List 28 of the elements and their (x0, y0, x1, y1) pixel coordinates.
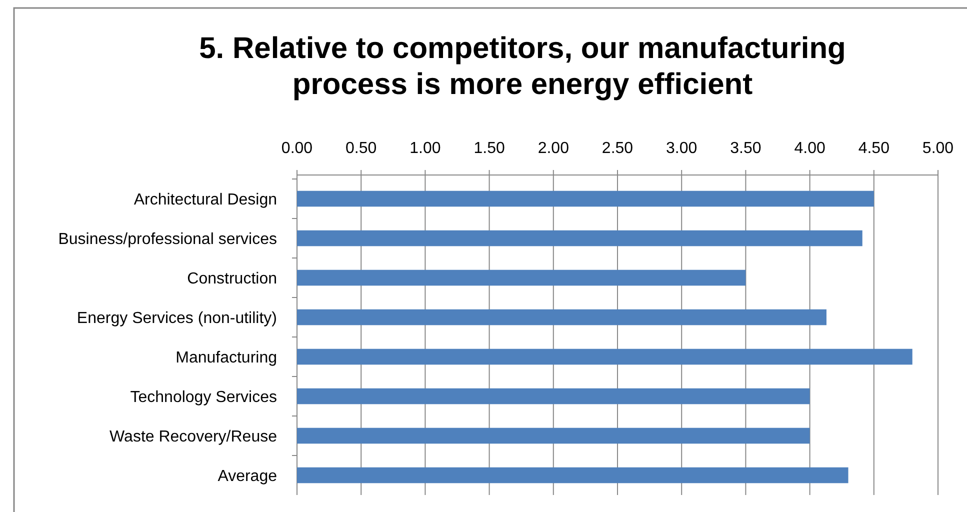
bar (297, 230, 862, 246)
x-tick-label: 0.00 (281, 140, 313, 157)
x-tick-label: 4.00 (794, 140, 826, 157)
bar (297, 388, 810, 404)
bar (297, 428, 810, 444)
bar (297, 190, 874, 207)
y-tick-label: Manufacturing (176, 349, 277, 366)
x-tick-label: 1.00 (410, 140, 441, 157)
x-tick-label: 5.00 (922, 140, 954, 157)
y-tick-label: Technology Services (130, 388, 277, 406)
bar (297, 348, 912, 365)
x-tick-label: 1.50 (474, 140, 505, 157)
y-tick-label: Average (218, 468, 278, 485)
y-tick-label: Architectural Design (134, 191, 277, 208)
y-tick-label: Waste Recovery/Reuse (110, 428, 278, 446)
y-tick-label: Construction (187, 270, 277, 288)
x-tick-label: 4.50 (858, 140, 890, 157)
x-tick-label: 2.00 (538, 140, 570, 157)
y-tick-label: Business/professional services (58, 230, 277, 248)
bar (297, 467, 848, 484)
y-tick-label: Energy Services (non-utility) (76, 310, 277, 327)
x-tick-label: 2.50 (602, 140, 634, 157)
x-tick-label: 3.50 (730, 140, 762, 157)
chart-title: 5. Relative to competitors, our manufacturing process is more energy efficient (199, 32, 846, 101)
x-tick-label: 0.50 (346, 140, 377, 157)
bar (297, 309, 826, 326)
x-tick-label: 3.00 (666, 140, 698, 157)
bar (297, 270, 746, 286)
